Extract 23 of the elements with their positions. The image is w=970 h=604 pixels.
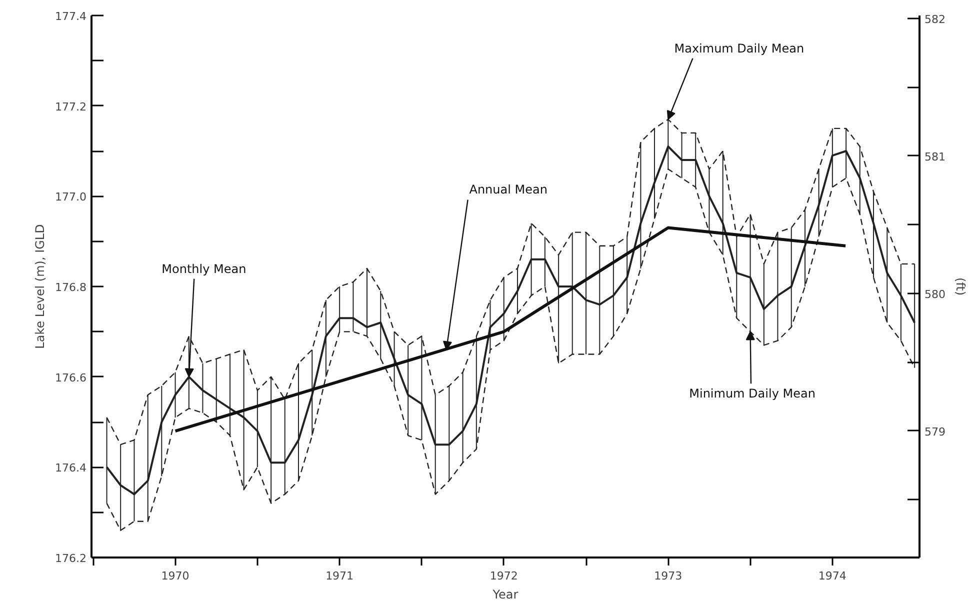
y-tick-label: 177.2 (55, 100, 87, 114)
x-tick-label: 1971 (326, 570, 354, 582)
y-tick-label: 176.6 (55, 371, 87, 384)
annotation: Minimum Daily Mean (689, 386, 816, 401)
y2-axis-title: (ft) (953, 277, 968, 296)
x-tick-label: 1974 (818, 570, 846, 582)
x-tick-label: 1972 (490, 570, 518, 582)
annotation: Maximum Daily Mean (674, 41, 804, 56)
x-tick-label: 1973 (654, 570, 682, 582)
x-axis-title: Year (492, 588, 518, 602)
y-tick-label: 177.4 (55, 10, 87, 23)
annotation: Annual Mean (469, 182, 548, 197)
x-tick-label: 1970 (161, 570, 190, 582)
y2-tick-label: 579 (924, 425, 946, 438)
y-axis-title: Lake Level (m), IGLD (33, 224, 48, 349)
y2-tick-label: 580 (924, 288, 946, 301)
y-tick-label: 176.8 (55, 281, 87, 294)
y2-tick-label: 582 (924, 12, 946, 26)
annotation: Monthly Mean (162, 262, 246, 276)
y-tick-label: 177.0 (55, 190, 87, 204)
y-tick-label: 176.4 (55, 462, 87, 475)
y-tick-label: 176.2 (55, 552, 87, 565)
y2-tick-label: 581 (924, 150, 946, 164)
